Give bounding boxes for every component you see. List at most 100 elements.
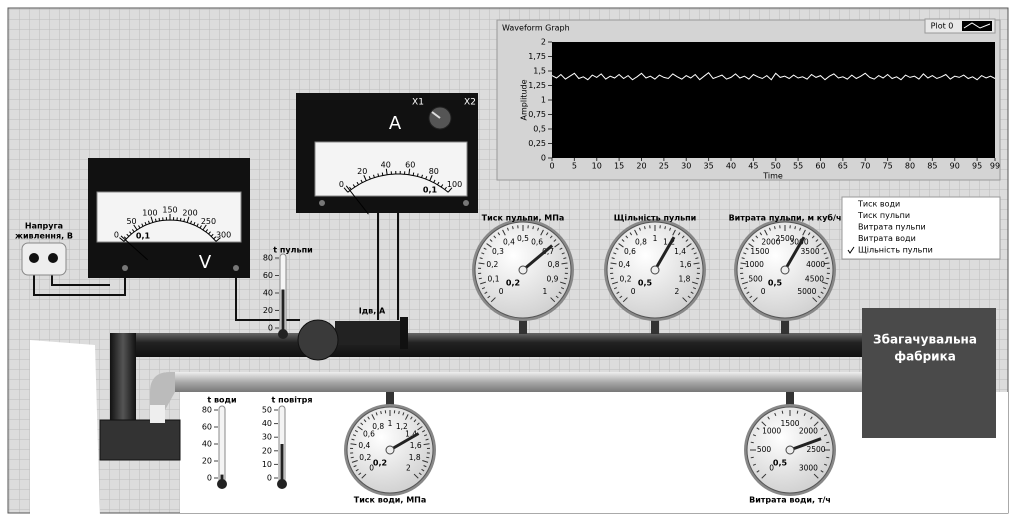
meter-tick [131,229,135,233]
gauge-scale-label: 0,2 [359,453,371,462]
thermometer-level [280,444,284,482]
gauge-tick [502,229,506,236]
gauge-tick [402,412,405,416]
meter-tick [210,233,214,237]
meter-tick [360,179,363,183]
gauge-scale-label: 1,2 [663,237,675,246]
gauge-reading: 0,2 [506,279,520,288]
gauge-tick [749,295,753,299]
thermometer-tube [218,405,226,483]
gauge-tick [690,291,694,294]
y-axis-label: Amplitude [520,79,529,120]
gauge-tick [823,463,828,466]
gauge-scale-label: 3500 [801,247,820,256]
gauge-tick [813,421,819,427]
range-low: X1 [412,98,424,108]
gauge-tick [634,229,638,236]
gauge-tick [486,243,492,248]
gauge-tick [740,277,744,280]
y-tick-label: 1,25 [528,81,546,90]
gauge-scale-label: 2 [675,287,680,296]
gauge-scale-label: 0 [369,463,374,472]
y-tick-label: 1 [541,96,546,105]
gauge-tick [685,239,689,242]
gauge-needle [789,437,822,452]
gauge-scale-label: 0,4 [618,260,630,269]
meter-scale-label: 250 [201,217,216,226]
gauge-tick [681,235,685,239]
gauge-scale-label: 0 [761,287,766,296]
gauge-hub [650,265,660,275]
gauge-tick [410,416,413,420]
gauge-tick [761,421,767,427]
x-tick-label: 85 [927,162,937,171]
gauge-tick [813,473,819,479]
gauge-hub [780,265,790,275]
gauge-hub [785,445,795,455]
gauge-scale-label: 0 [769,463,774,472]
stem [786,392,794,406]
gauge-tick [817,295,821,299]
gauge-tick [613,252,617,255]
meter-tick [447,187,453,193]
gauge-tick [351,438,355,441]
gauge-tick [560,287,565,290]
gauge-reading: 0,5 [773,459,788,468]
gauge-scale-label: 0,1 [488,275,500,284]
y-tick-label: 0 [541,154,546,163]
gauge-tick [612,281,619,285]
gauge-scale-label: 1,4 [674,247,686,256]
gauge-tick [820,291,824,294]
meter-tick [368,176,371,180]
meter-scale-label: 20 [357,167,367,176]
stem [386,392,394,406]
gauge-tick [696,277,700,280]
ammeter-reading: 0,1 [423,186,438,195]
socket-hole [29,253,39,263]
gauge-tick [821,247,825,250]
gauge-tick [413,419,417,423]
graph-title: Waveform Graph [502,24,570,33]
gauge-scale-label: 1500 [780,419,799,428]
gauge-tick [767,416,770,420]
gauge-tick [484,291,488,294]
gauge-tick [672,229,676,236]
meter-scale-label: 60 [405,160,415,169]
meter-tick [158,217,161,221]
gauge-tick [748,243,754,248]
gauge-tick [611,257,615,260]
gauge-tick [512,226,514,230]
meter-scale-label: 300 [216,231,231,240]
thermometer-tick-label: 20 [262,446,272,455]
gauge-tick [398,410,400,415]
meter-tick [129,231,132,235]
gauge-tick [764,229,768,236]
gauge-scale-label: 1,4 [405,430,417,439]
gauge-tick [549,235,553,239]
range-high: X2 [464,98,476,108]
gauge-scale-label: 0,2 [486,260,498,269]
gauge-tick [404,414,409,420]
gauge-tick [352,434,357,437]
ground [30,340,100,517]
water-pipe-bend [150,372,175,410]
meter-needle [120,235,149,261]
gauge-tick [755,235,759,239]
thermometer-tick-label: 20 [202,457,212,466]
meter-scale-label: 0 [339,180,344,189]
gauge-tick [416,422,420,426]
gauge-scale-label: 1,2 [396,422,408,431]
gauge-scale-label: 0,6 [531,237,543,246]
y-tick-label: 1,5 [533,67,546,76]
gauge-tick [478,277,482,280]
gauge-tick [774,412,777,417]
x-tick-label: 0 [549,162,554,171]
gauge-tick [750,441,754,444]
meter-tick [377,173,380,177]
gauge-needle [653,236,676,271]
meter-tick [154,218,157,222]
gauge-scale-label: 0,8 [635,237,647,246]
gauge-tick [693,262,700,265]
thermometer-tick-label: 0 [207,474,212,483]
gauge-tick [810,416,813,420]
